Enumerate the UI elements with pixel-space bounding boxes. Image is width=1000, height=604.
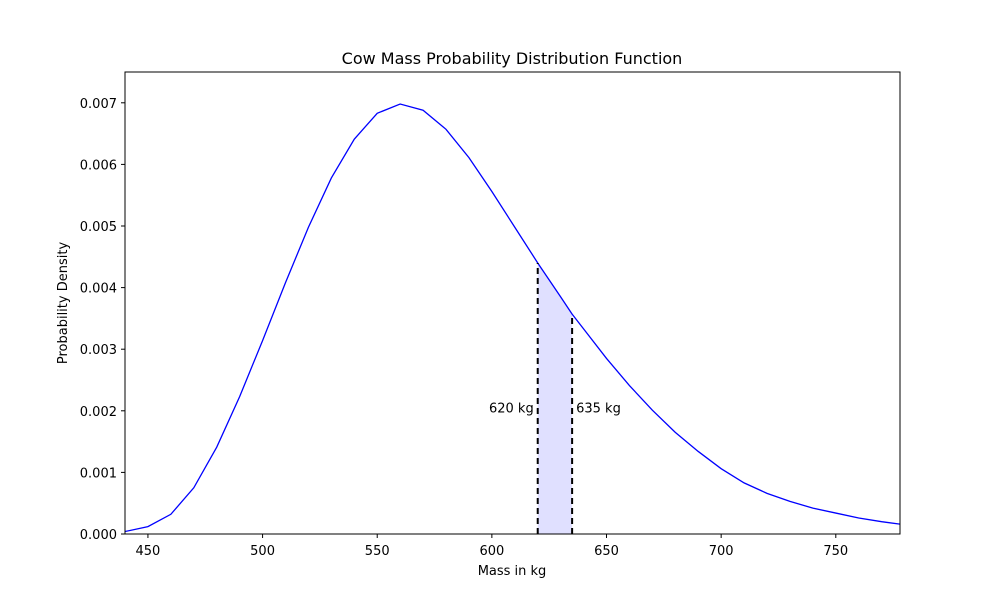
shaded-area bbox=[537, 262, 573, 534]
y-tick-label-0.002: 0.002 bbox=[80, 405, 117, 420]
plot-frame bbox=[124, 71, 901, 535]
x-tick-label-700: 700 bbox=[709, 544, 734, 559]
y-tick-label-0.003: 0.003 bbox=[80, 343, 117, 358]
pdf-curve bbox=[125, 103, 900, 533]
y-tick-label-0.007: 0.007 bbox=[80, 97, 117, 112]
plot-area: 620 kg 635 kg bbox=[125, 103, 900, 534]
chart-title: Cow Mass Probability Distribution Functi… bbox=[342, 49, 683, 68]
plot-inner bbox=[125, 103, 900, 534]
x-axis-label: Mass in kg bbox=[478, 564, 547, 579]
marker-label-620: 620 kg bbox=[489, 402, 534, 417]
x-tick-label-650: 650 bbox=[594, 544, 619, 559]
x-tick-label-750: 750 bbox=[823, 544, 848, 559]
axes: 450 500 550 600 650 700 750 0.000 0.001 0.002 0.00… bbox=[80, 71, 901, 559]
y-axis-label: Probability Density bbox=[56, 242, 71, 365]
y-tick-label-0.006: 0.006 bbox=[80, 158, 117, 173]
y-tick-label-0.001: 0.001 bbox=[80, 466, 117, 481]
x-tick-label-500: 500 bbox=[250, 544, 275, 559]
y-tick-label-0.005: 0.005 bbox=[80, 220, 117, 235]
x-tick-label-600: 600 bbox=[479, 544, 504, 559]
x-tick-label-450: 450 bbox=[136, 544, 161, 559]
y-tick-label-0.004: 0.004 bbox=[80, 282, 117, 297]
marker-label-635: 635 kg bbox=[576, 402, 621, 417]
x-tick-label-550: 550 bbox=[365, 544, 390, 559]
y-tick-label-0.000: 0.000 bbox=[80, 528, 117, 543]
